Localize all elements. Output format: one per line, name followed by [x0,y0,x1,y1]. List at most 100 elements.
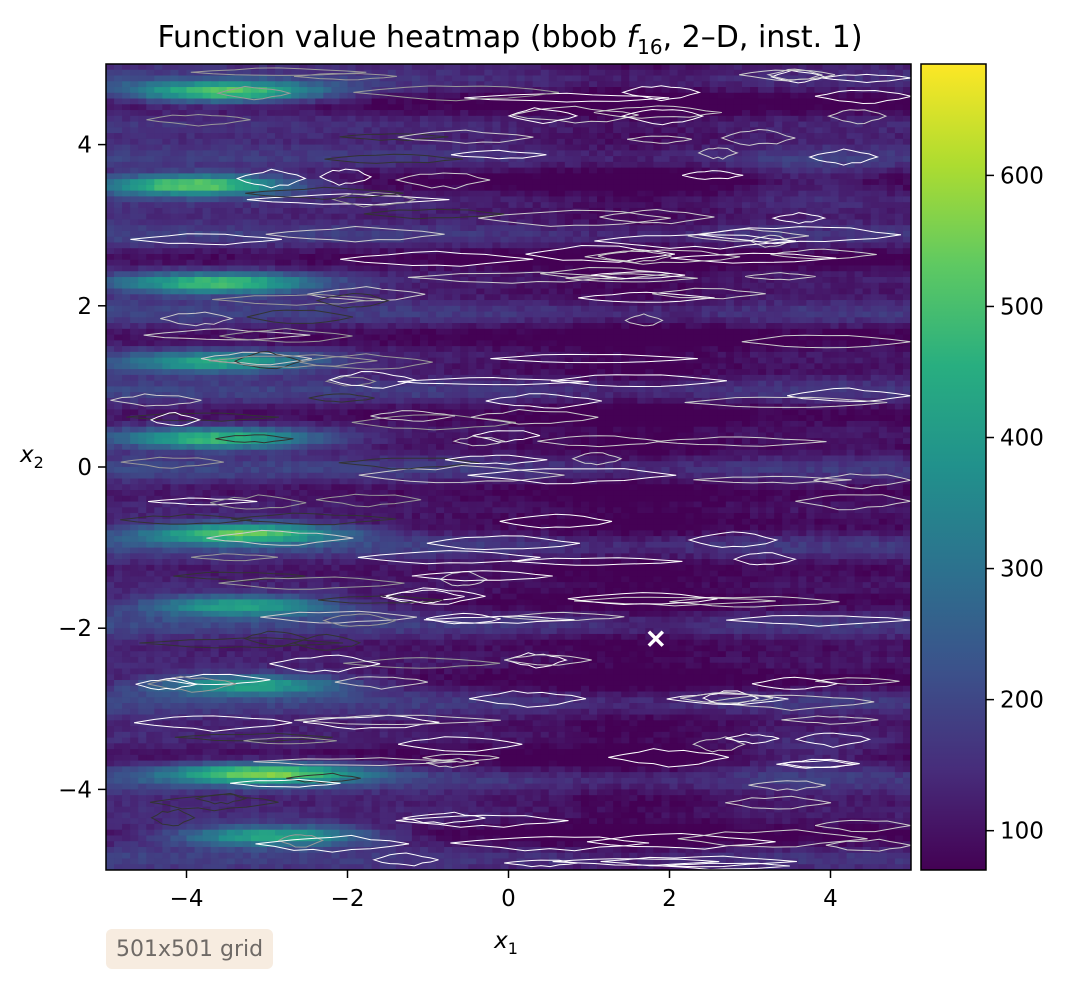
heatmap-cell [605,323,614,330]
heatmap-cell [476,121,485,128]
heatmap-cell [202,196,212,203]
heatmap-cell [894,150,904,157]
heatmap-cell [363,156,373,163]
heatmap-cell [814,328,824,336]
heatmap-cell [605,202,614,209]
heatmap-cell [162,127,171,134]
heatmap-cell [250,87,260,94]
heatmap-cell [419,98,429,105]
heatmap-cell [701,138,711,146]
heatmap-cell [395,340,405,347]
heatmap-cell [508,236,518,244]
heatmap-cell [830,179,840,186]
heatmap-cell [733,87,743,94]
heatmap-cell [379,184,389,192]
heatmap-cell [162,196,171,203]
heatmap-cell [572,196,582,203]
heatmap-cell [387,173,397,180]
heatmap-cell [371,75,381,82]
heatmap-cell [556,190,566,198]
heatmap-cell [508,196,518,203]
heatmap-cell [532,277,542,284]
heatmap-cell [830,127,840,134]
heatmap-cell [758,328,767,336]
heatmap-cell [202,248,212,255]
heatmap-cell [218,161,228,169]
heatmap-cell [403,110,413,117]
heatmap-cell [299,144,308,151]
heatmap-cell [339,179,349,186]
heatmap-cell [806,110,815,117]
heatmap-cell [154,81,163,88]
heatmap-cell [830,328,840,336]
heatmap-cell [741,248,751,255]
heatmap-cell [629,98,638,105]
heatmap-cell [806,334,815,341]
heatmap-cell [645,202,654,209]
heatmap-cell [669,202,679,209]
heatmap-cell [323,305,332,313]
heatmap-cell [468,87,477,94]
heatmap-cell [862,138,872,146]
heatmap-cell [419,259,429,267]
heatmap-cell [347,340,357,347]
heatmap-cell [645,127,654,134]
heatmap-cell [218,92,228,100]
heatmap-cell [444,300,453,307]
heatmap-cell [645,230,654,238]
heatmap-cell [411,179,421,186]
heatmap-cell [589,340,598,347]
heatmap-cell [613,219,622,226]
heatmap-cell [331,282,341,290]
heatmap-cell [661,69,671,77]
heatmap-cell [766,184,775,192]
heatmap-cell [806,104,815,111]
heatmap-cell [154,282,163,290]
heatmap-cell [371,69,381,77]
heatmap-cell [460,156,469,163]
heatmap-cell [138,323,147,330]
heatmap-cell [508,87,518,94]
heatmap-cell [299,184,308,192]
heatmap-cell [234,311,244,318]
heatmap-cell [194,115,204,123]
heatmap-cell [258,81,268,88]
heatmap-cell [677,150,687,157]
heatmap-cell [613,334,622,341]
heatmap-cell [122,207,131,215]
heatmap-cell [138,288,147,295]
heatmap-cell [540,242,550,249]
heatmap-cell [870,202,880,209]
heatmap-cell [613,161,622,169]
heatmap-cell [556,236,566,244]
heatmap-cell [758,81,767,88]
heatmap-cell [741,311,751,318]
heatmap-cell [114,207,123,215]
heatmap-cell [548,265,558,272]
heatmap-cell [146,219,155,226]
heatmap-cell [589,288,598,295]
heatmap-cell [492,213,502,221]
heatmap-cell [154,69,163,77]
heatmap-cell [484,236,493,244]
heatmap-cell [411,75,421,82]
heatmap-cell [218,340,228,347]
heatmap-cell [564,311,574,318]
heatmap-cell [693,144,703,151]
heatmap-cell [798,311,807,318]
heatmap-cell [661,213,671,221]
heatmap-cell [532,202,542,209]
heatmap-cell [339,248,349,255]
heatmap-cell [283,87,292,94]
heatmap-cell [210,190,220,198]
heatmap-cell [419,184,429,192]
heatmap-cell [532,75,542,82]
heatmap-cell [629,156,638,163]
heatmap-cell [411,144,421,151]
heatmap-cell [645,92,654,100]
heatmap-cell [580,87,590,94]
heatmap-cell [355,328,365,336]
heatmap-cell [299,328,308,336]
heatmap-cell [733,225,743,232]
heatmap-cell [387,81,397,88]
